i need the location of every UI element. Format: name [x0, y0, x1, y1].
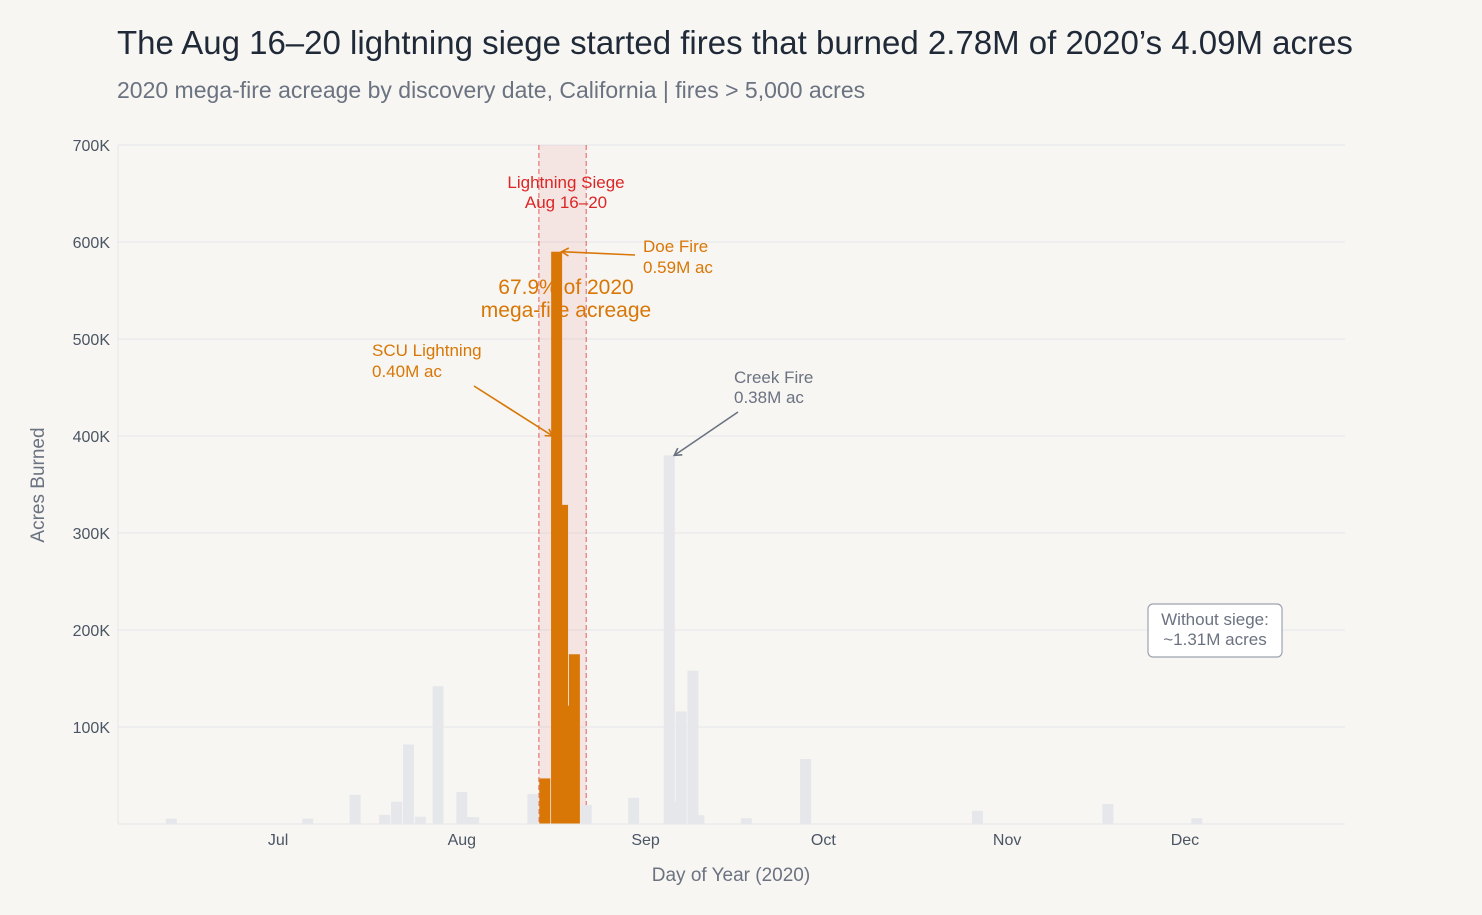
creek-label-line1: Creek Fire	[734, 368, 813, 387]
bar	[551, 251, 563, 824]
bar	[580, 805, 592, 824]
share-label-line1: 67.9% of 2020	[498, 276, 633, 299]
doe-label-line1: Doe Fire	[643, 237, 708, 256]
scu-label-line2: 0.40M ac	[372, 362, 442, 381]
without-siege-line2: ~1.31M acres	[1163, 630, 1266, 649]
x-tick-label: Oct	[811, 832, 836, 849]
bar	[557, 504, 569, 824]
x-tick-label: Sep	[631, 832, 660, 849]
annotations: Lightning Siege Aug 16–20 67.9% of 2020 …	[372, 173, 1283, 658]
gridlines	[118, 144, 1345, 728]
chart-title: The Aug 16–20 lightning siege started fi…	[117, 24, 1353, 61]
bar	[432, 686, 444, 824]
x-tick-label: Aug	[448, 832, 476, 849]
creek-label-line2: 0.38M ac	[734, 388, 804, 407]
bar	[568, 654, 580, 824]
y-axis-label: Acres Burned	[28, 427, 49, 542]
without-siege-line1: Without siege:	[1161, 610, 1269, 629]
bar	[693, 815, 705, 824]
bar	[563, 705, 574, 824]
bar	[539, 778, 551, 824]
y-tick-label: 200K	[73, 623, 111, 640]
share-label-line2: mega-fire acreage	[481, 299, 651, 322]
y-tick-label: 700K	[73, 138, 111, 155]
y-tick-label: 500K	[73, 332, 111, 349]
bar	[972, 810, 983, 824]
doe-label-line2: 0.59M ac	[643, 258, 713, 277]
bar	[628, 797, 640, 824]
y-tick-label: 400K	[73, 429, 111, 446]
bar	[391, 801, 403, 824]
bar	[414, 816, 426, 824]
y-tick-label: 300K	[73, 526, 111, 543]
bar	[669, 801, 681, 824]
bar	[527, 793, 539, 824]
bar	[1191, 818, 1203, 824]
bar	[456, 791, 468, 824]
bar	[349, 794, 361, 824]
axes: 100K 200K 300K 400K 500K 600K 700K Jul Aug Sep Oct…	[73, 138, 1345, 849]
bar	[687, 670, 699, 824]
y-tick-label: 600K	[73, 235, 111, 252]
doe-arrow	[560, 247, 636, 257]
bars	[165, 251, 1203, 824]
bar	[462, 817, 474, 824]
chart-subtitle: 2020 mega-fire acreage by discovery date…	[117, 77, 866, 103]
bar	[302, 818, 314, 824]
bar	[1102, 804, 1114, 824]
bar	[663, 455, 675, 824]
bar	[740, 818, 752, 824]
bar	[402, 744, 414, 824]
bar	[800, 759, 812, 824]
siege-label-line2: Aug 16–20	[525, 193, 607, 212]
bar	[165, 818, 177, 824]
x-axis-label: Day of Year (2020)	[652, 865, 810, 886]
bar	[379, 814, 391, 824]
without-siege-box	[1147, 603, 1283, 658]
x-tick-label: Jul	[268, 832, 288, 849]
bar	[468, 817, 480, 824]
x-tick-label: Dec	[1171, 832, 1199, 849]
scu-label-line1: SCU Lightning	[372, 341, 482, 360]
scu-arrow	[473, 385, 554, 437]
bar	[675, 711, 687, 824]
y-tick-label: 100K	[73, 720, 111, 737]
creek-arrow	[672, 411, 739, 457]
siege-label-line1: Lightning Siege	[507, 173, 624, 192]
x-tick-label: Nov	[993, 832, 1021, 849]
